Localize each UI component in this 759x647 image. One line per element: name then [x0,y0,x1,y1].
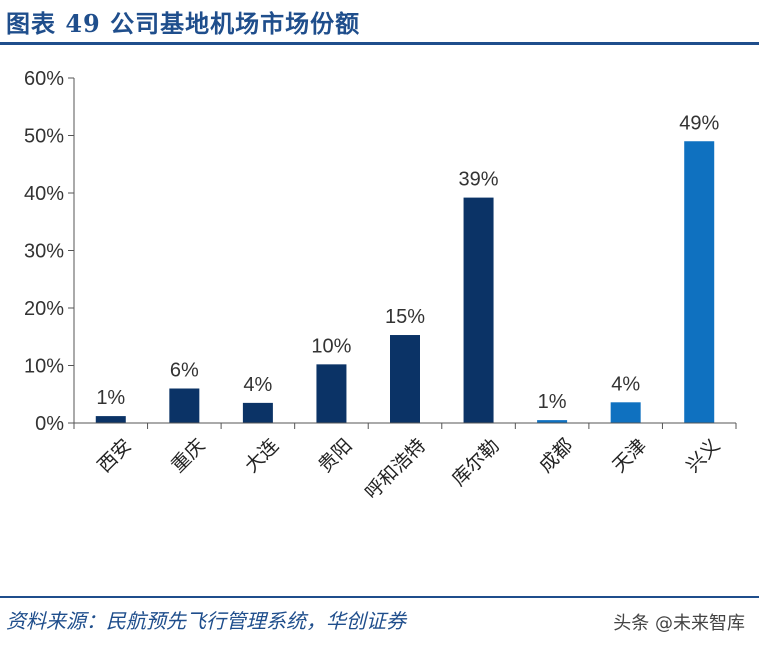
data-label: 39% [459,169,499,191]
data-label: 1% [538,391,567,413]
bar [169,388,200,423]
x-axis: 西安 重庆 大连 贵阳 呼和浩特 库尔勒 成都 天津 兴义 [73,422,737,504]
y-tick-label: 50% [24,126,64,148]
source-note: 资料来源：民航预先飞行管理系统，华创证券 [6,609,406,633]
category-label: 呼和浩特 [361,435,430,504]
bar [684,141,715,423]
watermark: 头条 @未来智库 [613,613,745,634]
y-tick-label: 30% [24,241,64,263]
y-tick-label: 40% [24,183,64,205]
bar [463,197,494,423]
data-label: 1% [96,387,125,409]
data-label: 49% [679,112,719,134]
category-label: 重庆 [167,435,209,477]
data-label: 10% [311,335,351,357]
bar [610,402,641,423]
category-label: 西安 [93,435,135,477]
y-tick-label: 20% [24,298,64,320]
data-label: 6% [170,360,199,382]
category-label: 大连 [241,435,283,477]
category-label: 兴义 [682,435,724,477]
bars [95,141,715,423]
bar [95,416,126,423]
category-label: 成都 [535,435,577,477]
data-label: 15% [385,306,425,328]
data-label: 4% [243,374,272,396]
category-label: 天津 [608,435,650,477]
data-labels: 1% 6% 4% 10% 15% 39% 1% 4% 49% [96,112,719,413]
bar [316,364,347,423]
bar [242,402,273,423]
y-axis: 0% 10% 20% 30% 40% 50% 60% [24,68,75,435]
y-tick-label: 60% [24,68,64,90]
category-label: 库尔勒 [448,435,504,491]
category-label: 贵阳 [314,435,356,477]
bar [537,420,568,423]
title-divider [0,42,759,45]
y-tick-label: 10% [24,356,64,378]
figure-title: 图表 49 公司基地机场市场份额 [6,9,361,38]
bar [390,335,420,423]
market-share-bar-chart: 0% 10% 20% 30% 40% 50% 60% 1% 6% 4% 10% 15% 39% 1% 4%… [24,68,737,504]
y-tick-label: 0% [35,413,64,435]
data-label: 4% [611,373,640,395]
source-divider [0,596,759,598]
